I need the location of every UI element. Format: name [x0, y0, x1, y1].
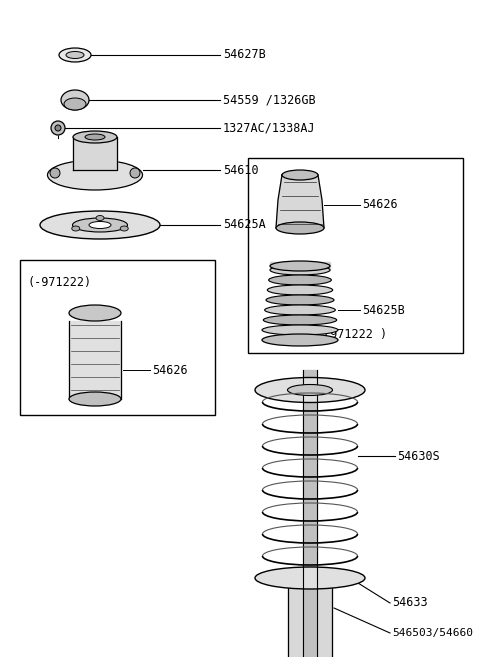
- Text: 1327AC/1338AJ: 1327AC/1338AJ: [223, 122, 316, 135]
- Ellipse shape: [89, 221, 111, 229]
- Ellipse shape: [50, 168, 60, 178]
- Ellipse shape: [73, 131, 117, 143]
- Ellipse shape: [48, 160, 143, 190]
- Ellipse shape: [255, 567, 365, 589]
- Ellipse shape: [130, 168, 140, 178]
- Text: 54626: 54626: [152, 363, 188, 376]
- Ellipse shape: [40, 211, 160, 239]
- Ellipse shape: [69, 392, 121, 406]
- Ellipse shape: [288, 384, 333, 396]
- Ellipse shape: [85, 134, 105, 140]
- Ellipse shape: [269, 275, 331, 285]
- Ellipse shape: [69, 305, 121, 321]
- Ellipse shape: [96, 215, 104, 221]
- Text: 54626: 54626: [362, 198, 397, 212]
- Ellipse shape: [51, 121, 65, 135]
- Ellipse shape: [66, 51, 84, 58]
- Text: 54610: 54610: [223, 164, 259, 177]
- Ellipse shape: [61, 90, 89, 110]
- Ellipse shape: [55, 125, 61, 131]
- Ellipse shape: [264, 315, 336, 325]
- Ellipse shape: [276, 222, 324, 234]
- Bar: [20, 260, 215, 415]
- Ellipse shape: [59, 48, 91, 62]
- Ellipse shape: [255, 378, 365, 403]
- Polygon shape: [288, 583, 332, 657]
- Polygon shape: [276, 175, 324, 228]
- Ellipse shape: [266, 295, 334, 305]
- Text: 54627B: 54627B: [223, 49, 266, 62]
- Text: (971222 ): (971222 ): [323, 328, 387, 341]
- Text: 546503/54660: 546503/54660: [392, 628, 473, 638]
- Polygon shape: [303, 370, 317, 657]
- Text: 54633: 54633: [392, 597, 428, 610]
- Ellipse shape: [64, 98, 86, 110]
- Text: 54630S: 54630S: [397, 449, 440, 463]
- Ellipse shape: [262, 325, 338, 335]
- Ellipse shape: [270, 265, 330, 275]
- Ellipse shape: [267, 285, 333, 295]
- Bar: [248, 158, 463, 353]
- Ellipse shape: [282, 170, 318, 180]
- Text: 54625B: 54625B: [362, 304, 405, 317]
- Ellipse shape: [264, 305, 336, 315]
- Polygon shape: [69, 321, 121, 399]
- Text: (-971222): (-971222): [28, 276, 92, 289]
- Polygon shape: [73, 137, 117, 170]
- Ellipse shape: [270, 261, 330, 271]
- Ellipse shape: [120, 226, 128, 231]
- Text: 54559 /1326GB: 54559 /1326GB: [223, 93, 316, 106]
- Polygon shape: [270, 262, 330, 270]
- Ellipse shape: [262, 334, 338, 346]
- Ellipse shape: [72, 218, 128, 232]
- Ellipse shape: [72, 226, 80, 231]
- Text: 54625A: 54625A: [223, 219, 266, 231]
